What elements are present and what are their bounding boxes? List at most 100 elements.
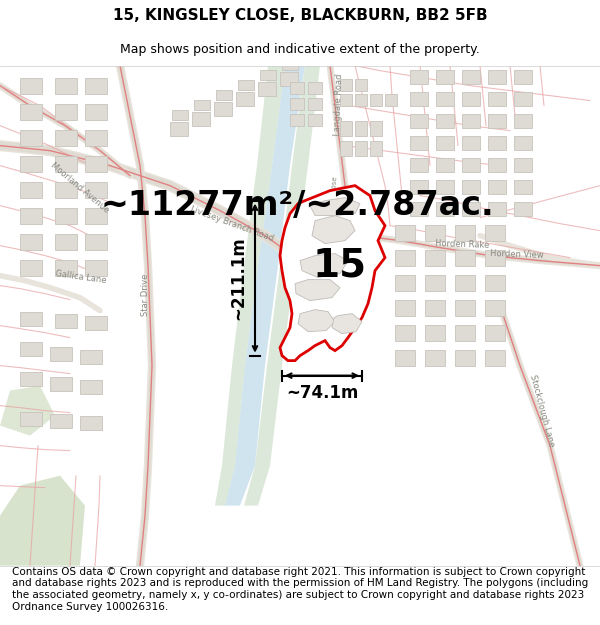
Polygon shape [214,102,232,116]
Polygon shape [85,78,107,94]
Polygon shape [20,342,42,356]
Polygon shape [410,136,428,149]
Polygon shape [425,274,445,291]
Polygon shape [425,299,445,316]
Polygon shape [355,121,367,136]
Polygon shape [0,476,85,566]
Polygon shape [290,82,304,94]
Polygon shape [395,224,415,241]
Polygon shape [80,416,102,429]
Polygon shape [170,122,188,136]
Text: Star Drive: Star Drive [141,273,150,316]
Polygon shape [485,349,505,366]
Polygon shape [55,208,77,224]
Polygon shape [462,179,480,194]
Polygon shape [425,324,445,341]
Polygon shape [355,79,367,91]
Polygon shape [436,158,454,172]
Text: 15: 15 [313,247,367,284]
Polygon shape [436,69,454,84]
Polygon shape [55,259,77,276]
Polygon shape [340,94,352,106]
Polygon shape [395,349,415,366]
Polygon shape [332,314,362,334]
Polygon shape [290,98,304,109]
Polygon shape [310,198,360,216]
Polygon shape [55,129,77,146]
Polygon shape [514,179,532,194]
Polygon shape [85,316,107,329]
Polygon shape [436,202,454,216]
Text: Livesey Branch Road: Livesey Branch Road [190,204,275,242]
Polygon shape [172,109,188,119]
Polygon shape [370,141,382,156]
Polygon shape [282,59,298,69]
Polygon shape [455,249,475,266]
Polygon shape [488,158,506,172]
Polygon shape [485,274,505,291]
Polygon shape [436,136,454,149]
Polygon shape [192,112,210,126]
Polygon shape [50,347,72,361]
Polygon shape [20,412,42,426]
Polygon shape [385,94,397,106]
Polygon shape [410,114,428,128]
Text: Map shows position and indicative extent of the property.: Map shows position and indicative extent… [120,44,480,56]
Polygon shape [20,312,42,326]
Polygon shape [238,79,254,89]
Polygon shape [85,104,107,119]
Polygon shape [300,254,348,278]
Polygon shape [260,69,276,79]
Polygon shape [436,179,454,194]
Polygon shape [488,114,506,128]
Text: Stockclough Lane: Stockclough Lane [528,374,556,448]
Polygon shape [280,72,298,86]
Polygon shape [55,156,77,172]
Polygon shape [85,234,107,249]
Polygon shape [514,114,532,128]
Polygon shape [340,121,352,136]
Text: Kingsley Close: Kingsley Close [328,176,338,227]
Polygon shape [488,136,506,149]
Polygon shape [55,314,77,328]
Polygon shape [410,158,428,172]
Polygon shape [236,92,254,106]
Polygon shape [462,114,480,128]
Text: Langdale Road: Langdale Road [333,73,344,136]
Polygon shape [514,69,532,84]
Polygon shape [298,309,335,332]
Polygon shape [20,372,42,386]
Polygon shape [308,98,322,109]
Polygon shape [370,94,382,106]
Polygon shape [244,66,320,506]
Polygon shape [312,216,355,244]
Polygon shape [55,78,77,94]
Polygon shape [370,121,382,136]
Polygon shape [462,92,480,106]
Polygon shape [215,66,285,506]
Polygon shape [488,179,506,194]
Polygon shape [50,377,72,391]
Polygon shape [0,386,55,436]
Polygon shape [462,69,480,84]
Polygon shape [514,136,532,149]
Polygon shape [436,114,454,128]
Polygon shape [485,324,505,341]
Polygon shape [395,299,415,316]
Text: Horden Rake: Horden Rake [435,239,490,249]
Polygon shape [455,274,475,291]
Polygon shape [55,234,77,249]
Polygon shape [488,69,506,84]
Polygon shape [395,249,415,266]
Polygon shape [425,224,445,241]
Polygon shape [20,234,42,249]
Polygon shape [485,249,505,266]
Polygon shape [20,208,42,224]
Text: ~74.1m: ~74.1m [286,384,358,402]
Polygon shape [488,202,506,216]
Text: ~11277m²/~2.787ac.: ~11277m²/~2.787ac. [100,189,494,222]
Polygon shape [425,249,445,266]
Polygon shape [20,182,42,198]
Polygon shape [514,202,532,216]
Polygon shape [455,299,475,316]
